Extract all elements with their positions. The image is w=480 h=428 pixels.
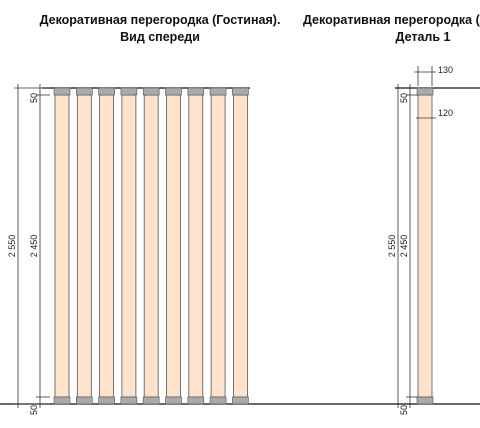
slat (76, 94, 92, 398)
slat-cap (76, 396, 93, 405)
dimension-label: 130 (438, 65, 453, 75)
slat-cap (76, 87, 93, 96)
slat-cap (53, 396, 71, 405)
slat (166, 94, 181, 398)
slat-cap (209, 87, 227, 96)
slat-cap (120, 87, 138, 96)
slat-cap (209, 396, 227, 405)
dimension-label: 2 450 (29, 235, 39, 258)
dimension-label: 50 (399, 405, 409, 415)
subtitle: Вид спереди (120, 30, 200, 44)
dimension-label: 2 550 (7, 235, 17, 258)
slat-cap (165, 396, 182, 405)
slat (232, 94, 248, 398)
subtitle: Деталь 1 (396, 30, 451, 44)
slat-cap (416, 396, 434, 405)
dimension-label: 50 (29, 93, 39, 103)
slat (121, 94, 137, 398)
slat-cap (120, 396, 138, 405)
slat-cap (142, 396, 160, 405)
title: Декоративная перегородка (Деталь (303, 13, 480, 27)
dimension-label: 50 (29, 405, 39, 415)
slat-cap (165, 87, 182, 96)
slat-cap (142, 87, 160, 96)
slat (143, 94, 159, 398)
slat-cap (232, 87, 249, 96)
dimension-label: 120 (438, 108, 453, 118)
slat-cap (416, 87, 434, 96)
slat-cap (187, 396, 205, 405)
slat-cap (98, 87, 115, 96)
slat (54, 94, 70, 398)
dimension-label: 2 450 (399, 235, 409, 258)
slat-cap (53, 87, 71, 96)
slat (188, 94, 204, 398)
dimension-label: 2 550 (387, 235, 397, 258)
slat-cap (98, 396, 115, 405)
slat-cap (232, 396, 249, 405)
dimension-label: 50 (399, 93, 409, 103)
title: Декоративная перегородка (Гостиная). (40, 13, 281, 27)
slat (417, 94, 433, 398)
slat (210, 94, 226, 398)
slat (99, 94, 114, 398)
slat-cap (187, 87, 205, 96)
slats (53, 87, 434, 405)
